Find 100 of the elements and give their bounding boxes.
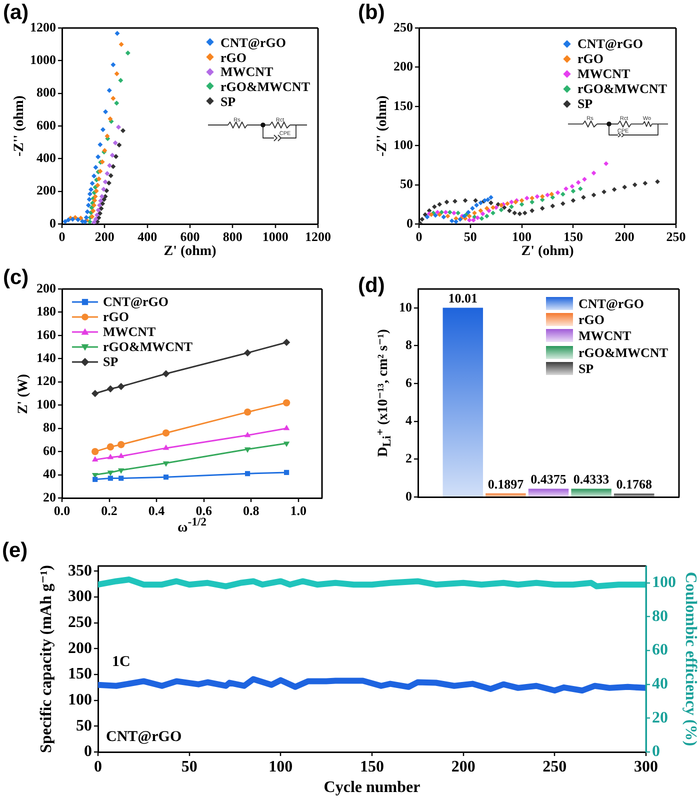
x-tick-label: 50 xyxy=(464,229,477,244)
legend-label: CNT@rGO xyxy=(220,34,286,50)
chart-title: (e) xyxy=(2,539,28,562)
y2-tick-label: 100 xyxy=(652,574,676,592)
y-tick-label: 80 xyxy=(43,420,56,435)
y-tick-label: 100 xyxy=(36,396,56,412)
data-label: 0.4375 xyxy=(530,472,567,487)
y-tick-label: 0 xyxy=(50,215,56,230)
data-label: 0.1768 xyxy=(616,476,652,492)
y-tick-label: 0 xyxy=(406,215,413,230)
y-tick-label: 100 xyxy=(68,691,92,708)
x-tick-label: 200 xyxy=(94,229,114,244)
y-tick-label: 40 xyxy=(43,466,56,482)
x-axis-title: Cycle number xyxy=(324,779,420,796)
y-tick-label: 4 xyxy=(406,412,412,428)
y-tick-label: 6 xyxy=(406,374,412,390)
y-tick-label: 180 xyxy=(36,304,56,319)
y-tick-label: 200 xyxy=(36,182,56,198)
y-axis-title: Z' (W) xyxy=(16,373,31,414)
y-tick-label: 2 xyxy=(406,450,412,466)
y-tick-label: 1200 xyxy=(30,19,56,34)
x-tick-label: 1000 xyxy=(262,229,288,244)
y-tick-label: 600 xyxy=(36,117,56,132)
x-tick-label: 300 xyxy=(634,758,658,776)
x-tick-label: 800 xyxy=(222,229,242,244)
x-tick-label: 150 xyxy=(563,229,583,244)
x-axis-title: Z' (ohm) xyxy=(164,244,216,259)
y2-tick-label: 40 xyxy=(652,676,668,693)
y2-tick-label: 80 xyxy=(652,608,668,625)
x-tick-label: 400 xyxy=(138,229,158,244)
legend-label: MWCNT xyxy=(578,328,632,344)
chart-title: (b) xyxy=(358,1,385,24)
y-tick-label: 50 xyxy=(400,176,413,192)
y-tick-label: 160 xyxy=(36,326,56,342)
legend-label: SP xyxy=(220,94,236,109)
y-tick-label: 60 xyxy=(43,442,56,458)
legend-label: rGO&MWCNT xyxy=(220,78,310,94)
x-tick-label: 200 xyxy=(614,229,634,244)
x-tick-label: 0.4 xyxy=(148,503,166,518)
data-label: 0.4333 xyxy=(573,472,610,487)
x-tick-label: 1.0 xyxy=(290,503,306,518)
x-tick-label: 100 xyxy=(268,758,293,776)
x-tick-label: 0.6 xyxy=(196,503,212,518)
y-axis-title: -Z'' (ohm) xyxy=(12,95,27,157)
y-tick-label: 400 xyxy=(36,150,56,166)
y-tick-label: 150 xyxy=(68,666,92,683)
x-tick-label: 0 xyxy=(416,229,422,244)
y2-tick-label: 20 xyxy=(652,709,668,726)
y2-axis-title: Coulombic efficiency (%) xyxy=(682,572,699,746)
x-tick-label: 1200 xyxy=(305,229,331,244)
chart-title: (d) xyxy=(358,274,385,297)
y-tick-label: 200 xyxy=(394,58,413,74)
legend-label: MWCNT xyxy=(103,324,156,339)
y-tick-label: 1000 xyxy=(30,52,56,68)
y-axis-title: Specific capacity (mAh g⁻¹) xyxy=(38,565,55,753)
y-tick-label: 20 xyxy=(43,489,56,504)
legend-label: rGO&MWCNT xyxy=(103,339,193,354)
y-tick-label: 800 xyxy=(36,84,56,100)
y-tick-label: 10 xyxy=(399,299,412,314)
legend-label: rGO&MWCNT xyxy=(577,81,667,96)
legend-label: SP xyxy=(103,354,118,369)
y-tick-label: 100 xyxy=(394,136,413,152)
y2-tick-label: 0 xyxy=(652,743,660,760)
y-tick-label: 250 xyxy=(394,19,413,34)
x-axis-title: ω$^{-1/2}$ xyxy=(177,516,207,536)
legend-label: rGO&MWCNT xyxy=(578,344,668,360)
x-tick-label: 0.8 xyxy=(242,503,260,518)
x-tick-label: 0 xyxy=(58,229,66,244)
y-axis-title: -Z'' (ohm) xyxy=(375,95,390,157)
y-tick-label: 0 xyxy=(406,488,412,504)
legend-label: CNT@rGO xyxy=(577,36,643,51)
x-tick-label: 100 xyxy=(512,229,532,244)
y-tick-label: 150 xyxy=(394,98,413,113)
legend-label: rGO xyxy=(103,309,129,324)
y-tick-label: 0 xyxy=(84,743,92,760)
legend-label: rGO xyxy=(220,50,246,65)
y-tick-label: 120 xyxy=(36,373,56,388)
x-tick-label: 150 xyxy=(360,758,384,776)
x-tick-label: 50 xyxy=(181,758,198,776)
annotation: 1C xyxy=(112,654,130,670)
y-tick-label: 350 xyxy=(68,562,92,580)
y-tick-label: 50 xyxy=(76,717,92,734)
y-tick-label: 200 xyxy=(68,640,92,657)
annotation: CNT@rGO xyxy=(106,729,182,745)
legend-label: rGO xyxy=(577,51,604,66)
data-label: 0.1897 xyxy=(488,476,524,492)
x-tick-label: 250 xyxy=(542,758,567,776)
y-tick-label: 140 xyxy=(36,350,56,366)
y-tick-label: 8 xyxy=(406,337,412,352)
chart-title: (c) xyxy=(3,266,29,289)
y-tick-label: 250 xyxy=(68,614,92,631)
x-tick-label: 0.2 xyxy=(101,503,118,518)
y-tick-label: 200 xyxy=(36,280,56,296)
x-tick-label: 0.0 xyxy=(54,503,70,518)
legend-label: SP xyxy=(577,96,593,111)
legend-label: rGO xyxy=(578,312,604,327)
legend-label: MWCNT xyxy=(220,64,274,80)
legend-label: SP xyxy=(578,360,594,376)
x-axis-title: Z' (ohm) xyxy=(521,244,574,259)
y2-tick-label: 60 xyxy=(652,642,668,659)
